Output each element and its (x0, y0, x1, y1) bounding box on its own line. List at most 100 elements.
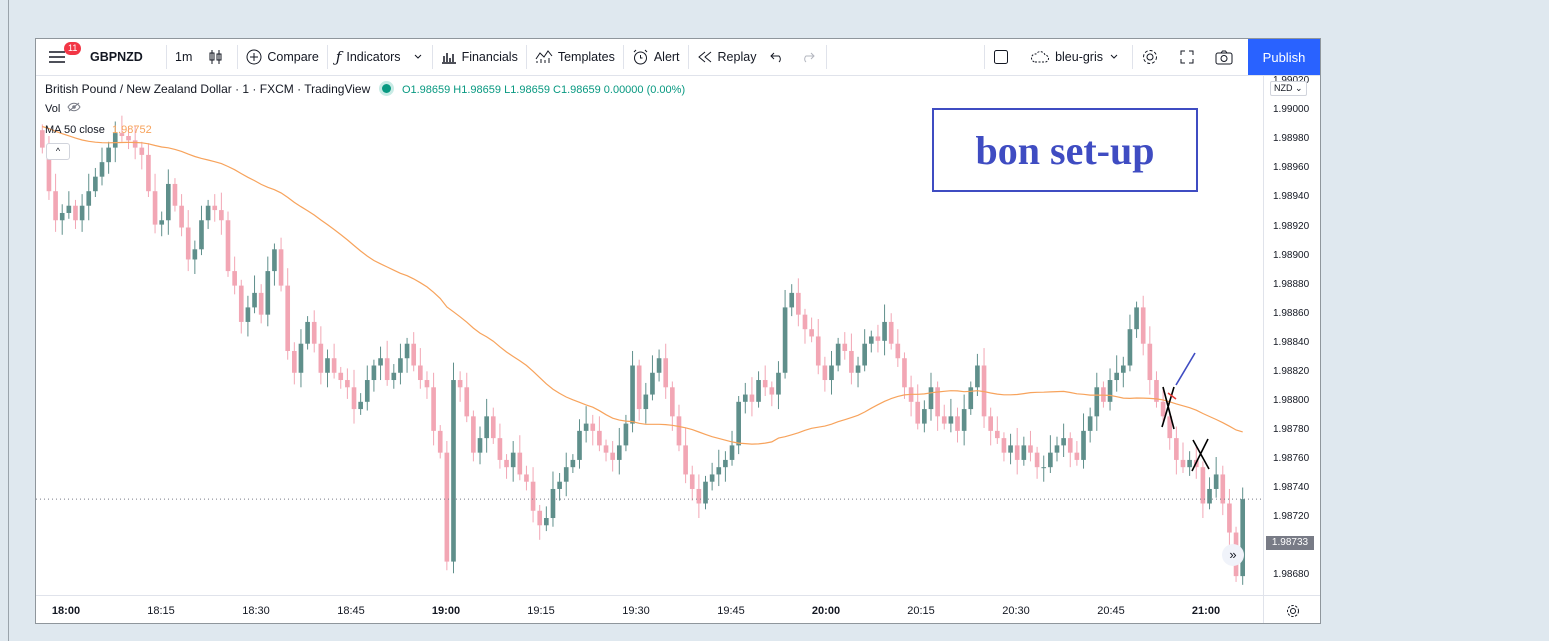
scroll-to-realtime-button[interactable]: » (1222, 544, 1244, 566)
candle-body (1174, 438, 1179, 460)
main-menu-button[interactable]: 11 (36, 39, 82, 75)
redo-button[interactable] (795, 39, 826, 75)
candle-body (39, 130, 45, 148)
alert-button[interactable]: Alert (624, 39, 688, 75)
series-title: British Pound / New Zealand Dollar · 1 ·… (45, 82, 371, 96)
ma-label: MA 50 close (45, 124, 105, 136)
candle-body (796, 292, 801, 315)
annotation-text-box[interactable]: bon set-up (932, 108, 1198, 192)
candle-body (331, 358, 337, 373)
price-tick-label: 1.98820 (1273, 365, 1310, 377)
time-tick-label: 19:15 (527, 605, 555, 617)
multi-layout-button[interactable] (985, 39, 1022, 75)
candle-body (106, 147, 111, 163)
candle-body (670, 387, 675, 417)
compare-button[interactable]: Compare (238, 39, 326, 75)
layout-name-button[interactable]: bleu-gris (1022, 39, 1132, 75)
layout-name-label: bleu-gris (1055, 50, 1103, 64)
indicators-button[interactable]: ƒ Indicators (328, 39, 409, 75)
candle-body (603, 445, 609, 453)
candle-body (298, 343, 304, 373)
candle-body (577, 430, 582, 460)
financials-button[interactable]: Financials (433, 39, 526, 75)
candle-body (364, 380, 370, 402)
chart-settings-corner[interactable] (1263, 595, 1320, 623)
snapshot-button[interactable] (1207, 39, 1246, 75)
collapse-legend-button[interactable]: ^ (46, 143, 70, 160)
candle-body (1120, 365, 1126, 373)
gear-icon (1143, 50, 1157, 64)
candle-body (311, 321, 317, 344)
publish-button[interactable]: Publish (1248, 39, 1320, 75)
settings-button[interactable] (1133, 39, 1172, 75)
candle-body (159, 220, 165, 225)
indicators-dropdown[interactable] (409, 39, 432, 75)
fullscreen-button[interactable] (1172, 39, 1207, 75)
templates-label: Templates (557, 50, 615, 64)
candle-body (99, 162, 105, 177)
templates-button[interactable]: Templates (527, 39, 623, 75)
candle-body (517, 452, 523, 475)
currency-selector[interactable]: NZD ⌄ (1270, 81, 1307, 96)
chart-type-button[interactable] (200, 39, 237, 75)
candle-body (550, 488, 556, 519)
candle-body (46, 147, 52, 192)
financials-label: Financials (461, 50, 518, 64)
candle-body (1207, 488, 1212, 504)
function-icon: ƒ (335, 48, 342, 66)
candle-body (1134, 307, 1139, 330)
candle-body (749, 394, 755, 402)
candle-body (895, 343, 901, 359)
time-tick-label: 19:45 (717, 605, 745, 617)
candle-body (152, 191, 158, 225)
price-tick-label: 1.98800 (1273, 394, 1310, 406)
ohlc-values: O1.98659 H1.98659 L1.98659 C1.98659 0.00… (401, 84, 686, 96)
chevron-down-icon (414, 54, 421, 59)
price-chart-canvas[interactable] (36, 75, 1263, 595)
volume-label: Vol (45, 103, 61, 115)
candle-body (862, 343, 867, 366)
candle-body (742, 394, 748, 402)
eye-hidden-icon[interactable] (67, 102, 81, 112)
candle-body (650, 372, 655, 395)
candle-body (782, 307, 788, 373)
interval-button[interactable]: 1m (175, 50, 193, 64)
ma-legend[interactable]: MA 50 close 1.98752 (45, 124, 152, 136)
time-axis[interactable]: 18:00 18:15 18:30 18:45 19:00 19:15 19:30 19:45… (36, 595, 1263, 623)
price-axis[interactable]: 1.99020 1.99000 1.98980 1.98960 1.98940 1.989… (1263, 75, 1320, 595)
candle-body (736, 401, 741, 446)
candle-body (1167, 416, 1173, 439)
time-tick-label: 20:00 (811, 605, 841, 617)
candle-body (961, 409, 967, 431)
candle-body (232, 271, 237, 286)
candle-body (928, 387, 934, 410)
red-tick-mark (1167, 392, 1177, 400)
templates-icon (535, 50, 553, 63)
candle-body (1147, 343, 1153, 381)
candle-body (504, 459, 509, 468)
replay-button[interactable]: Replay (689, 39, 765, 75)
undo-button[interactable] (764, 39, 795, 75)
compare-label: Compare (267, 50, 319, 64)
tradingview-chart-window: 11 GBPNZD 1m Compare ƒ Indicators Financ… (35, 38, 1321, 624)
candle-body (490, 416, 496, 439)
candle-body (530, 481, 536, 511)
candle-body (378, 358, 383, 366)
candle-body (948, 416, 954, 424)
candle-body (199, 220, 204, 250)
candle-body (212, 205, 218, 211)
candle-body (278, 249, 284, 286)
symbol-search-button[interactable]: GBPNZD (90, 50, 143, 64)
candle-body (79, 205, 85, 221)
time-tick-label: 19:30 (622, 605, 650, 617)
candle-body (126, 136, 131, 141)
fullscreen-icon (1180, 50, 1194, 64)
candle-body (252, 292, 257, 308)
notification-badge: 11 (64, 42, 82, 55)
candle-body (1094, 387, 1100, 417)
candle-body (915, 401, 921, 424)
alarm-clock-icon (633, 49, 648, 65)
candle-body (975, 365, 980, 388)
candle-body (86, 191, 92, 206)
candle-body (1220, 474, 1226, 504)
